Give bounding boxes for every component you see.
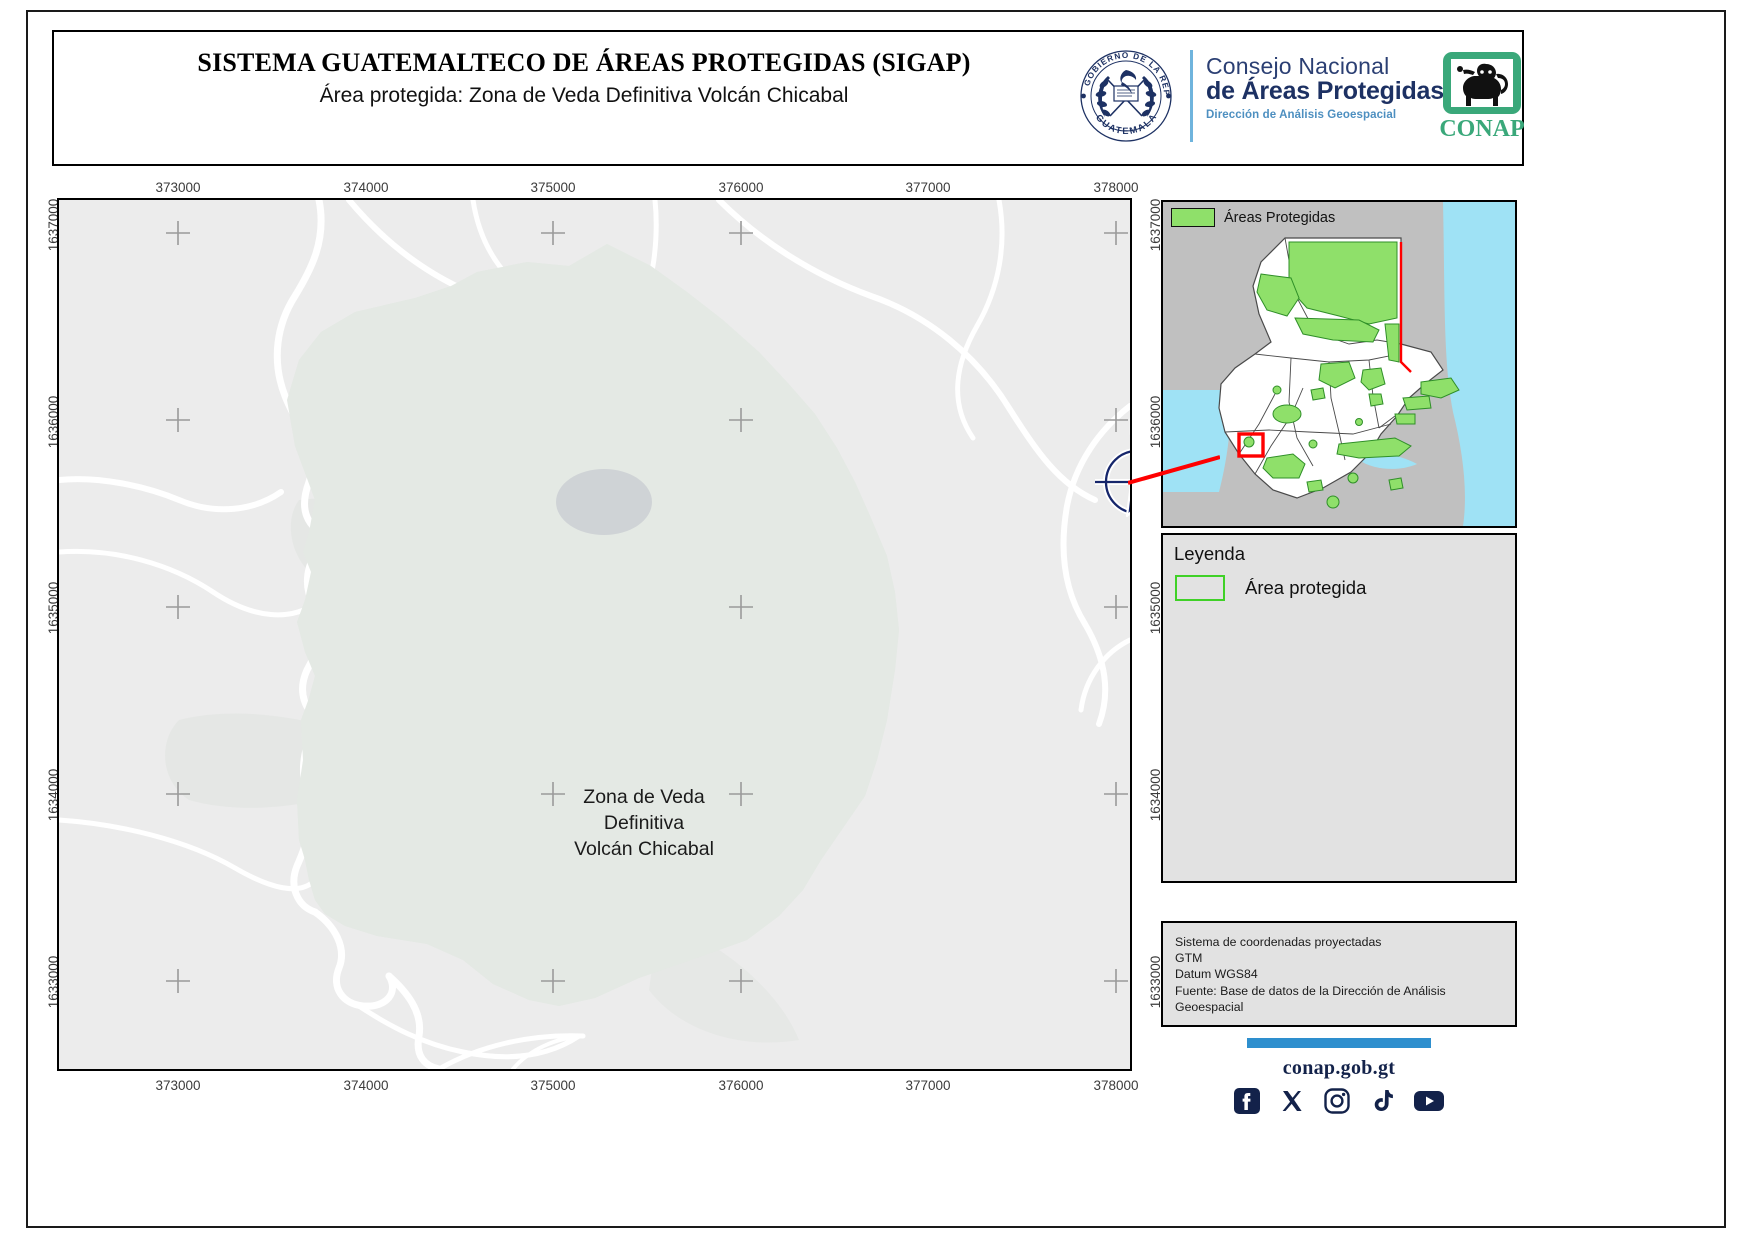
north-label: N [1130,418,1132,438]
x-tick-top-4: 377000 [905,180,951,195]
facebook-icon[interactable] [1233,1087,1261,1115]
inset-legend-label: Áreas Protegidas [1224,209,1336,226]
protected-area-label: Zona de Veda Definitiva Volcán Chicabal [514,785,774,863]
x-tick-top-5: 378000 [1093,180,1139,195]
inset-legend: Áreas Protegidas [1171,208,1335,227]
x-tick-bottom-0: 373000 [155,1078,201,1093]
x-tick-bottom-4: 377000 [905,1078,951,1093]
instagram-icon[interactable] [1323,1087,1351,1115]
conap-wordmark: Consejo Nacional de Áreas Protegidas Dir… [1206,54,1446,121]
x-tick-bottom-1: 374000 [343,1078,389,1093]
north-arrow-icon: N [1095,418,1132,518]
org-line-3: Dirección de Análisis Geoespacial [1206,108,1397,121]
x-tick-top-2: 375000 [530,180,576,195]
footer: conap.gob.gt [1161,1038,1517,1115]
title-block: SISTEMA GUATEMALTECO DE ÁREAS PROTEGIDAS… [52,30,1525,166]
area-label-line-1: Zona de Veda [583,786,705,808]
map-canvas [59,200,1130,1069]
x-tick-top-3: 376000 [718,180,764,195]
gobierno-seal-icon: GOBIERNO DE LA REPÚBLICA GUATEMALA [1074,44,1172,142]
metadata-line-4: Fuente: Base de datos de la Dirección de… [1175,983,1446,1014]
metadata-line-1: Sistema de coordenadas proyectadas [1175,935,1382,949]
inset-legend-swatch-icon [1171,208,1215,227]
metadata-line-3: Datum WGS84 [1175,967,1258,982]
brand-divider [1190,50,1193,142]
locator-inset-map[interactable]: Áreas Protegidas [1161,200,1517,528]
page-subtitle: Área protegida: Zona de Veda Definitiva … [319,84,849,107]
legend-item-area-protegida: Área protegida [1175,575,1366,601]
x-twitter-icon[interactable] [1278,1087,1306,1115]
locator-box [1237,432,1265,458]
area-label-line-3: Volcán Chicabal [574,837,714,860]
page-border [26,10,1726,1228]
legend-title: Leyenda [1174,543,1245,564]
legend-swatch-icon [1175,575,1225,601]
x-tick-bottom-2: 375000 [530,1078,576,1093]
page-title: SISTEMA GUATEMALTECO DE ÁREAS PROTEGIDAS… [197,48,971,77]
area-label-line-2: Definitiva [603,811,685,834]
svg-text:CONAP: CONAP [1439,116,1524,142]
inset-canvas [1163,202,1515,526]
conap-logo-icon: CONAP [1439,52,1525,142]
x-tick-bottom-5: 378000 [1093,1078,1139,1093]
org-line-1: Consejo Nacional [1206,53,1390,79]
legend-item-label: Área protegida [1245,577,1367,598]
x-tick-top-0: 373000 [155,180,201,195]
x-tick-bottom-3: 376000 [718,1078,764,1093]
metadata-line-2: GTM [1175,951,1203,966]
legend-panel: Leyenda Área protegida [1161,533,1517,883]
youtube-icon[interactable] [1413,1087,1445,1115]
tiktok-icon[interactable] [1368,1087,1396,1115]
website-label[interactable]: conap.gob.gt [1282,1057,1396,1079]
metadata-panel: Sistema de coordenadas proyectadas GTM D… [1161,921,1517,1027]
main-map[interactable]: Zona de Veda Definitiva Volcán Chicabal … [57,198,1132,1071]
org-line-2: de Áreas Protegidas [1206,77,1444,106]
footer-accent-bar [1247,1038,1431,1048]
social-icons [1161,1087,1517,1115]
x-tick-top-1: 374000 [343,180,389,195]
